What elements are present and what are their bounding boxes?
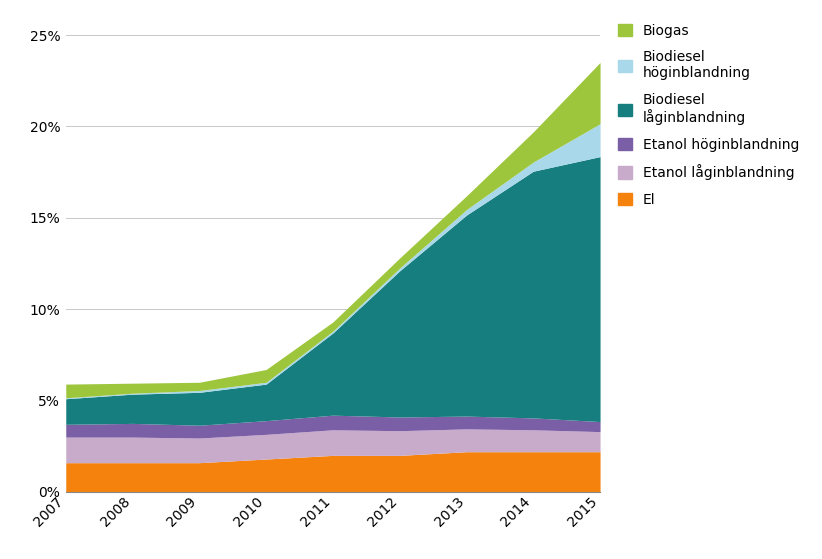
Legend: Biogas, Biodiesel
höginblandning, Biodiesel
låginblandning, Etanol höginblandnin: Biogas, Biodiesel höginblandning, Biodie… (617, 23, 799, 207)
